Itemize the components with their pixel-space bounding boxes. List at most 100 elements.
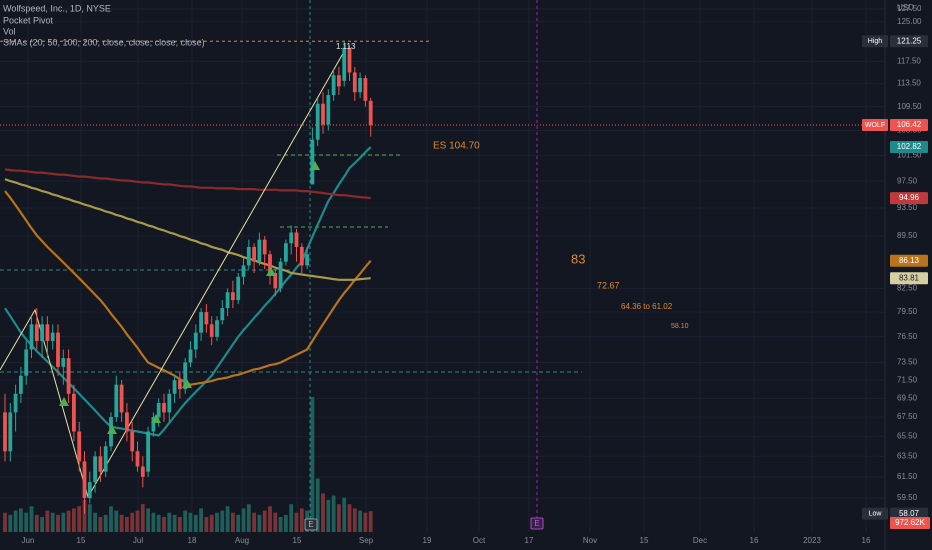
- price-tag-box: [862, 118, 888, 131]
- volume-bar: [342, 497, 347, 532]
- y-tick-label: 101.50: [897, 150, 922, 159]
- candle-body: [257, 239, 262, 262]
- volume-bar: [241, 508, 246, 532]
- earnings-box: [530, 517, 544, 530]
- price-tag: Low: [869, 511, 883, 518]
- volume-bar: [337, 504, 341, 532]
- chart-title: Wolfspeed, Inc., 1D, NYSE: [3, 3, 111, 13]
- annotation: 1.113: [336, 42, 356, 51]
- volume-bar: [162, 517, 166, 532]
- candle-body: [178, 380, 182, 390]
- y-tick-label: 65.50: [897, 432, 918, 441]
- sma-line: [4, 178, 371, 281]
- volume-bar: [193, 514, 198, 532]
- x-tick-label: Jul: [133, 536, 143, 545]
- candle-body: [215, 320, 219, 337]
- candle-body: [125, 412, 129, 432]
- indicator-label: SMAs (20, 50, 100, 200, close, close, cl…: [3, 37, 205, 47]
- y-tick-label: 61.50: [897, 472, 918, 481]
- candle-body: [342, 47, 347, 81]
- price-label-box: [890, 35, 928, 48]
- candle-body: [87, 482, 92, 499]
- candle-body: [93, 456, 97, 483]
- indicator-label: Vol: [3, 26, 16, 36]
- pivot-marker: [182, 379, 192, 388]
- volume-bar: [215, 512, 219, 532]
- overlay: 1.113 ES 104.70 83 72.67 64.36 to 61.02 58.10…: [0, 40, 885, 531]
- volume-bar: [284, 514, 288, 532]
- candle-body: [34, 324, 39, 342]
- pocket-pivots: [59, 161, 320, 434]
- x-tick-label: 16: [862, 536, 871, 545]
- volume-bar: [363, 512, 368, 532]
- volume-bar: [278, 517, 283, 532]
- candle-body: [284, 243, 288, 262]
- candle-body: [135, 451, 140, 467]
- y-tick-label: 93.50: [897, 203, 918, 212]
- x-tick-label: 2023: [803, 536, 821, 545]
- y-tick-label: 73.50: [897, 358, 918, 367]
- candle-body: [114, 384, 119, 418]
- y-tick-label: 69.50: [897, 393, 918, 402]
- volume-bar: [252, 512, 256, 532]
- pivot-marker: [59, 397, 69, 406]
- candle-body: [299, 246, 304, 266]
- volume-bar: [72, 508, 76, 532]
- candle-body: [225, 292, 230, 309]
- y-tick-label: 59.50: [897, 493, 918, 502]
- volume-bar: [24, 512, 29, 532]
- candle-body: [162, 403, 166, 413]
- candle-body: [119, 384, 124, 413]
- candle-body: [77, 431, 82, 462]
- volume-bar: [209, 514, 214, 532]
- candle-body: [56, 332, 60, 367]
- annotation: 72.67: [597, 280, 620, 290]
- volume-bar: [13, 510, 18, 532]
- candle-body: [29, 324, 34, 350]
- volume-bar: [50, 512, 55, 532]
- x-tick-label: 15: [293, 536, 302, 545]
- candle-body: [66, 358, 71, 394]
- volume-bar: [93, 512, 97, 532]
- x-tick-label: 19: [423, 536, 432, 545]
- candle-body: [278, 261, 283, 289]
- volume-bar: [178, 517, 182, 532]
- volume-bar: [294, 512, 299, 532]
- candle-body: [326, 95, 331, 125]
- candle-body: [188, 349, 193, 363]
- volume-bar: [98, 517, 103, 532]
- x-tick-label: Nov: [583, 536, 597, 545]
- candle-body: [352, 72, 357, 93]
- volume-bar: [135, 510, 140, 532]
- annotation: ES 104.70: [433, 141, 480, 152]
- price-label-box: [890, 507, 928, 520]
- candle-body: [193, 332, 198, 350]
- price-tag-box: [862, 35, 888, 48]
- price-label-box: [890, 192, 928, 205]
- volume-bar: [172, 514, 177, 532]
- pivot-marker: [151, 414, 161, 423]
- x-tick-label: 18: [188, 536, 197, 545]
- volume-bar: [125, 517, 129, 532]
- price-label: 86.13: [899, 256, 920, 265]
- candle-body: [3, 412, 7, 452]
- price-label: 106.42: [897, 120, 922, 129]
- y-tick-label: 71.50: [897, 375, 918, 384]
- volume-bar: [299, 508, 304, 532]
- volume-bar: [183, 510, 188, 532]
- y-tick-label: 117.50: [897, 57, 921, 66]
- candle-body: [19, 375, 23, 394]
- candle-body: [246, 246, 251, 266]
- volume-bar: [199, 508, 203, 532]
- volume-bar: [236, 514, 241, 532]
- sma-line: [4, 168, 371, 200]
- indicator-label: Pocket Pivot: [3, 15, 54, 25]
- candle-body: [72, 393, 76, 432]
- price-label-box: [890, 254, 928, 267]
- candle-body: [231, 292, 235, 301]
- axis-labels: 127.50125.00117.50113.50109.50105.50101.…: [22, 4, 930, 545]
- annotation: 83: [571, 251, 585, 266]
- volume-label-box: [890, 517, 930, 529]
